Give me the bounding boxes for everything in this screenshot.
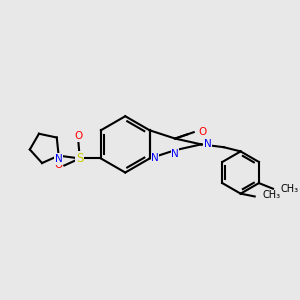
Text: O: O xyxy=(198,127,206,137)
Text: N: N xyxy=(55,154,62,164)
Text: CH₃: CH₃ xyxy=(281,184,299,194)
Text: N: N xyxy=(151,153,159,164)
Text: O: O xyxy=(55,160,63,170)
Text: N: N xyxy=(171,148,179,159)
Text: N: N xyxy=(204,140,212,149)
Text: O: O xyxy=(75,131,83,142)
Text: CH₃: CH₃ xyxy=(262,190,281,200)
Text: S: S xyxy=(76,152,83,165)
